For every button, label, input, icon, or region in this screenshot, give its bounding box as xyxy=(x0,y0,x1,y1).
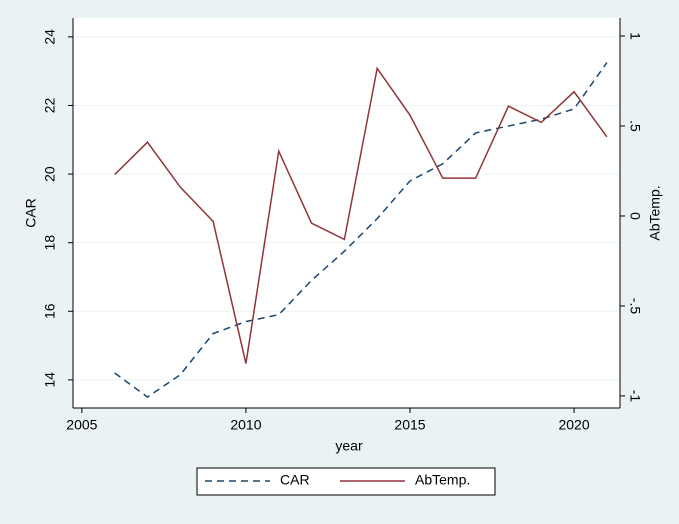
y-tick-label: 18 xyxy=(42,235,58,251)
legend-label: CAR xyxy=(280,472,310,488)
y-tick-label: 16 xyxy=(42,303,58,319)
y-tick-label: 22 xyxy=(42,97,58,113)
y2-tick-label: 0 xyxy=(627,212,643,220)
y2-tick-label: .5 xyxy=(627,120,643,132)
y2-tick-label: -1 xyxy=(627,390,643,403)
y-tick-label: 14 xyxy=(42,372,58,388)
y-axis-title: CAR xyxy=(23,198,39,228)
x-tick-label: 2020 xyxy=(558,417,589,433)
y-tick-label: 20 xyxy=(42,166,58,182)
series-line xyxy=(114,66,608,364)
series-line xyxy=(114,62,608,398)
x-tick-label: 2010 xyxy=(230,417,261,433)
x-tick-label: 2015 xyxy=(394,417,425,433)
plot-area xyxy=(73,18,620,408)
y2-tick-label: -.5 xyxy=(627,298,643,315)
legend-label: AbTemp. xyxy=(415,472,470,488)
y-tick-label: 24 xyxy=(42,29,58,45)
x-axis-title: year xyxy=(335,438,363,454)
y2-tick-label: 1 xyxy=(627,32,643,40)
y2-axis-title: AbTemp. xyxy=(647,185,663,240)
x-tick-label: 2005 xyxy=(66,417,97,433)
